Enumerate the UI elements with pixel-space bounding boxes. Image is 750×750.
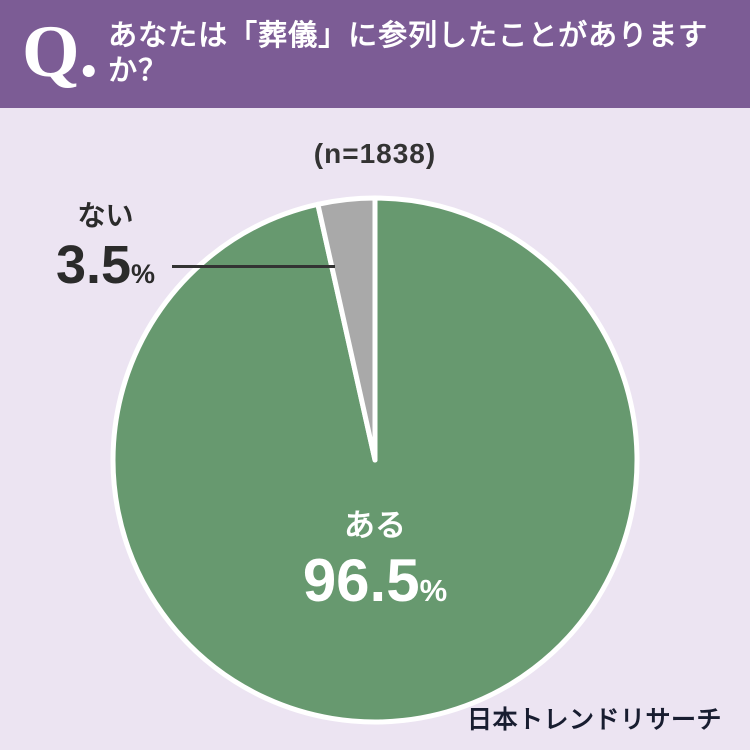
question-header: Q. あなたは「葬儀」に参列したことがありますか？ <box>0 0 750 108</box>
q-mark: Q. <box>22 11 99 93</box>
slice-aru-percent-sign: % <box>419 573 448 608</box>
sample-size-label: (n=1838) <box>313 138 437 169</box>
slice-nai-number: 3.5 <box>55 235 132 295</box>
pie-slice-1 <box>315 195 378 463</box>
slice-nai-value: 3.5% <box>28 238 183 292</box>
question-title: あなたは「葬儀」に参列したことがありますか？ <box>108 20 709 87</box>
slice-nai-percent-sign: % <box>131 259 156 289</box>
slice-nai-name: ない <box>77 200 134 231</box>
slice-label-aru: ある 96.5% <box>175 500 575 611</box>
slice-aru-number: 96.5 <box>302 547 420 614</box>
pie-chart <box>110 195 640 725</box>
slice-aru-value: 96.5% <box>175 551 575 611</box>
slice-label-nai: ない 3.5% <box>28 194 183 292</box>
brand-logo: 日本トレンドリサーチ <box>466 706 722 734</box>
chart-area: (n=1838) ない 3.5% ある 96.5% 日本トレンドリサーチ <box>0 108 750 750</box>
leader-line <box>172 265 335 268</box>
slice-aru-name: ある <box>344 508 406 543</box>
